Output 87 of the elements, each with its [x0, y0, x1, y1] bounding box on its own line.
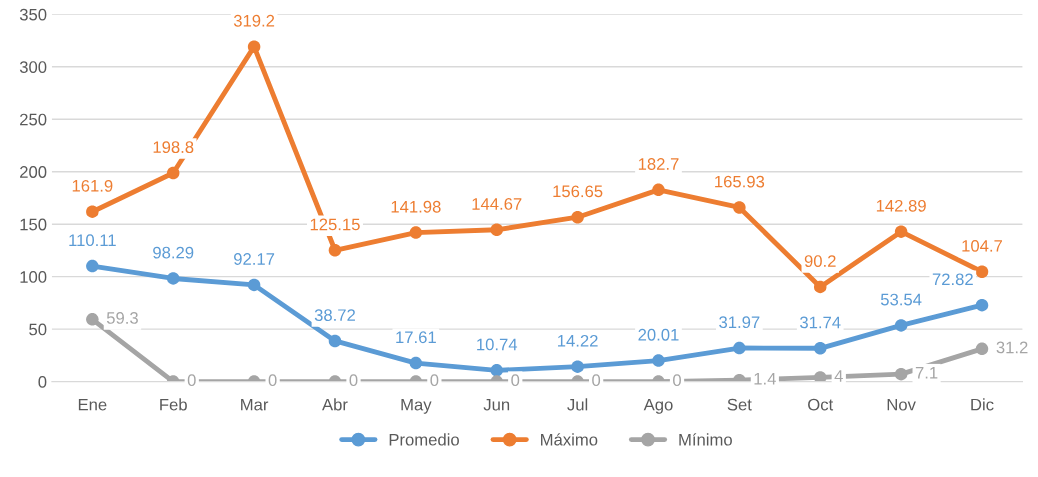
y-tick-label: 300	[19, 61, 47, 73]
data-label: 142.89	[876, 199, 926, 212]
data-label: 141.98	[391, 200, 441, 213]
data-label: 17.61	[396, 331, 436, 344]
legend-label: Máximo	[541, 433, 598, 446]
data-label: 53.54	[880, 293, 922, 306]
point	[571, 210, 584, 224]
data-label: 144.67	[472, 198, 522, 210]
point	[86, 259, 99, 273]
x-tick-label: Dic	[971, 398, 994, 411]
point	[894, 367, 908, 381]
point	[813, 342, 827, 355]
data-label: 1.4	[754, 372, 776, 385]
point	[247, 278, 261, 292]
data-label: 59.3	[106, 312, 138, 324]
data-label: 0	[592, 374, 601, 387]
data-label: 110.11	[69, 234, 116, 247]
y-tick-label: 100	[20, 271, 47, 283]
data-label: 14.22	[558, 334, 598, 347]
point	[86, 205, 99, 218]
x-tick-label: Abr	[322, 398, 348, 411]
data-label: 90.2	[804, 255, 836, 267]
x-tick-label: Nov	[887, 398, 916, 411]
x-tick-label: Ago	[643, 398, 673, 414]
point	[328, 244, 342, 257]
data-label: 7.1	[915, 366, 938, 379]
point	[894, 319, 908, 332]
data-label: 125.15	[310, 218, 360, 231]
point	[86, 313, 99, 326]
data-label: 182.7	[638, 158, 679, 170]
point	[975, 342, 989, 356]
data-label: 31.2	[996, 341, 1028, 354]
data-label: 156.65	[553, 185, 603, 198]
data-label: 10.74	[477, 338, 518, 351]
x-tick-label: Mar	[241, 398, 269, 411]
point	[247, 40, 261, 53]
point	[166, 272, 180, 285]
legend-label: Mínimo	[679, 433, 732, 446]
point	[409, 226, 423, 239]
data-label: 104.7	[962, 239, 1003, 252]
point	[490, 364, 503, 377]
data-label: 0	[268, 374, 277, 387]
point	[975, 265, 989, 278]
x-tick-label: May	[401, 398, 432, 414]
y-tick-label: 0	[38, 376, 47, 388]
x-tick-label: Feb	[160, 398, 187, 411]
data-label: 0	[430, 374, 439, 387]
legend-label: Promedio	[389, 433, 459, 446]
y-tick-label: 50	[29, 323, 47, 336]
x-tick-label: Jun	[483, 398, 510, 411]
point	[733, 201, 746, 214]
data-label: 0	[187, 374, 196, 387]
point	[652, 354, 665, 367]
data-label: 198.8	[153, 141, 194, 154]
point	[975, 298, 989, 312]
x-tick-label: Oct	[808, 398, 834, 411]
x-tick-label: Ene	[78, 398, 107, 411]
y-tick-label: 150	[20, 218, 47, 231]
point	[571, 360, 584, 373]
data-label: 0	[673, 374, 681, 387]
point	[166, 166, 180, 180]
y-tick-label: 250	[20, 113, 47, 126]
data-label: 72.82	[932, 273, 973, 286]
y-tick-label: 200	[20, 166, 47, 178]
data-label: 0	[511, 374, 520, 387]
data-label: 165.93	[715, 175, 765, 188]
data-label: 98.29	[153, 246, 194, 259]
x-tick-label: Jul	[567, 398, 588, 411]
data-label: 0	[349, 374, 358, 387]
data-label: 4	[834, 370, 843, 382]
data-label: 92.17	[234, 253, 275, 265]
data-label: 31.74	[800, 316, 841, 329]
data-label: 319.2	[233, 14, 275, 27]
point	[813, 280, 827, 294]
point	[733, 341, 746, 355]
point	[894, 225, 908, 238]
data-label: 20.01	[638, 328, 679, 341]
data-label: 31.97	[719, 316, 760, 329]
point	[409, 356, 423, 370]
point	[813, 371, 827, 382]
x-tick-label: Set	[727, 398, 752, 411]
data-label: 161.9	[72, 179, 113, 192]
y-tick-label: 350	[19, 8, 47, 21]
point	[652, 183, 665, 197]
point	[490, 223, 503, 237]
data-label: 38.72	[314, 309, 355, 322]
point	[328, 334, 342, 348]
